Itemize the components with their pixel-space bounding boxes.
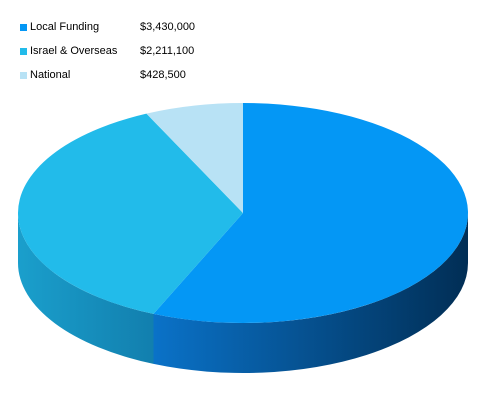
pie-slice-local-funding [153,103,468,323]
legend-item-national: National $428,500 [20,63,280,87]
pie-tops [17,103,468,323]
pie-slice-national [146,103,243,213]
legend-value-national: $428,500 [140,69,186,81]
pie-side-local-funding [153,213,468,374]
legend-swatch-israel-overseas [20,47,27,55]
legend-value-local-funding: $3,430,000 [140,21,196,33]
legend-item-israel-overseas: Israel & Overseas $2,211,100 [20,39,280,63]
pie-side-israel-overseas [18,213,154,364]
chart-legend: Local Funding $3,430,000 Israel & Overse… [20,15,280,87]
legend-item-local-funding: Local Funding $3,430,000 [20,15,280,39]
legend-value-israel-overseas: $2,211,100 [140,45,195,57]
pie-sides [18,213,468,374]
pie-slice-israel-overseas [17,113,243,314]
legend-swatch-local-funding [20,23,27,31]
legend-label-israel-overseas: Israel & Overseas [30,45,118,57]
legend-label-local-funding: Local Funding [30,21,100,33]
legend-label-national: National [30,69,71,81]
legend-swatch-national [20,71,27,79]
